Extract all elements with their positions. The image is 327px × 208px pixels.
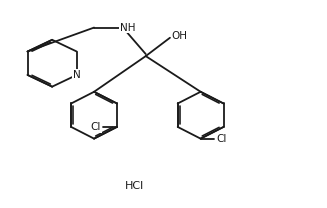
Text: HCl: HCl: [125, 181, 144, 191]
Text: OH: OH: [172, 31, 188, 41]
Text: Cl: Cl: [217, 134, 227, 144]
Text: NH: NH: [120, 22, 136, 33]
Text: N: N: [73, 70, 80, 80]
Text: Cl: Cl: [91, 122, 101, 132]
